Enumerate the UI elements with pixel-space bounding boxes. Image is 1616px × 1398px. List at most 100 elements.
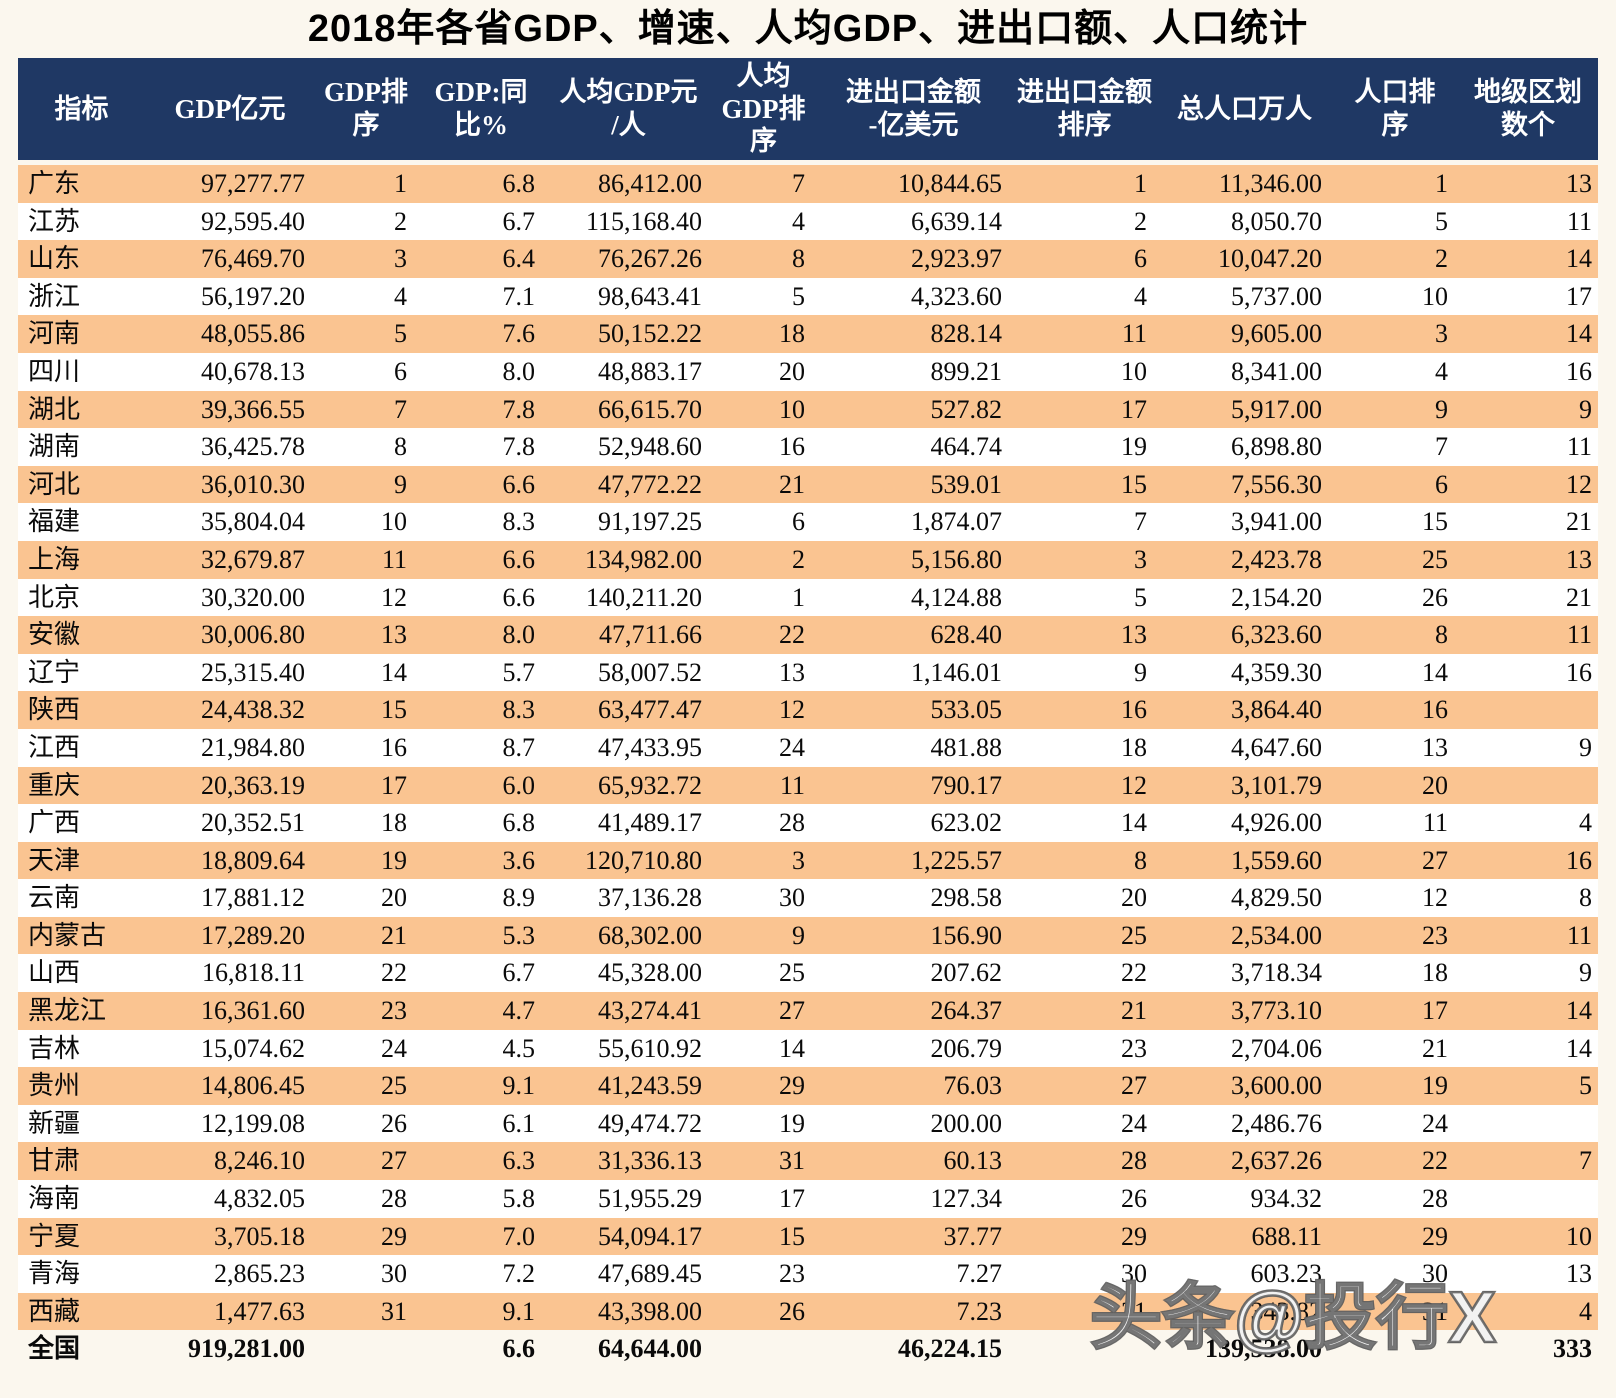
value-cell: 26 — [1012, 1180, 1157, 1218]
value-cell: 18 — [712, 315, 815, 353]
value-cell: 8.9 — [417, 879, 545, 917]
value-cell: 23 — [1012, 1029, 1157, 1068]
value-cell: 115,168.40 — [545, 202, 712, 241]
header-cell: 进出口金额 排序 — [1012, 58, 1157, 163]
value-cell: 14 — [1458, 315, 1598, 353]
value-cell: 25 — [1332, 540, 1458, 579]
value-cell: 2,486.76 — [1157, 1104, 1332, 1143]
value-cell — [315, 1330, 417, 1368]
value-cell: 68,302.00 — [545, 916, 712, 955]
value-cell: 134,982.00 — [545, 540, 712, 579]
province-cell: 河北 — [18, 465, 145, 504]
value-cell: 86,412.00 — [545, 162, 712, 203]
value-cell: 6 — [1332, 465, 1458, 504]
value-cell: 8 — [1012, 841, 1157, 880]
value-cell: 17 — [1012, 390, 1157, 429]
value-cell: 76,267.26 — [545, 240, 712, 278]
value-cell: 139,538.00 — [1157, 1330, 1332, 1368]
value-cell: 5,917.00 — [1157, 390, 1332, 429]
value-cell: 1 — [315, 162, 417, 203]
header-cell: 总人口万人 — [1157, 58, 1332, 163]
value-cell: 14 — [315, 653, 417, 692]
value-cell: 9 — [1012, 653, 1157, 692]
table-row: 陕西 24,438.32 15 8.3 63,477.47 12 533.05 16 3,864… — [18, 691, 1598, 729]
page-title: 2018年各省GDP、增速、人均GDP、进出口额、人口统计 — [307, 8, 1309, 50]
province-cell: 上海 — [18, 540, 145, 579]
value-cell — [1332, 1330, 1458, 1368]
province-cell: 重庆 — [18, 766, 145, 805]
value-cell: 4,359.30 — [1157, 653, 1332, 692]
value-cell: 3,600.00 — [1157, 1067, 1332, 1105]
table-row: 广东 97,277.77 1 6.8 86,412.00 7 10,844.65 1 11,34… — [18, 162, 1598, 203]
value-cell: 628.40 — [815, 616, 1012, 654]
value-cell: 343.82 — [1157, 1292, 1332, 1331]
header-cell: 进出口金额 -亿美元 — [815, 58, 1012, 163]
value-cell: 92,595.40 — [145, 202, 315, 241]
header-cell: GDP排 序 — [315, 58, 417, 163]
value-cell: 8,341.00 — [1157, 352, 1332, 391]
value-cell: 11 — [712, 766, 815, 805]
value-cell: 30,006.80 — [145, 616, 315, 654]
table-row: 河南 48,055.86 5 7.6 50,152.22 18 828.14 11 9,605.… — [18, 315, 1598, 353]
value-cell: 24 — [315, 1029, 417, 1068]
table-row: 福建 35,804.04 10 8.3 91,197.25 6 1,874.07 7 3,941… — [18, 503, 1598, 541]
value-cell: 11 — [1458, 616, 1598, 654]
value-cell: 63,477.47 — [545, 691, 712, 729]
value-cell: 26 — [315, 1104, 417, 1143]
header-row: 指标 GDP亿元 GDP排 序 GDP:同 比% 人均GDP元 /人 人均 GDP排 序进… — [18, 58, 1598, 163]
value-cell: 26 — [1332, 578, 1458, 617]
value-cell: 32,679.87 — [145, 540, 315, 579]
value-cell: 66,615.70 — [545, 390, 712, 429]
value-cell: 22 — [712, 616, 815, 654]
province-cell: 云南 — [18, 879, 145, 917]
value-cell: 11 — [315, 540, 417, 579]
value-cell: 2 — [1332, 240, 1458, 278]
value-cell: 60.13 — [815, 1142, 1012, 1181]
value-cell: 7.2 — [417, 1255, 545, 1293]
value-cell: 15 — [1012, 465, 1157, 504]
value-cell: 6.6 — [417, 578, 545, 617]
value-cell: 7.8 — [417, 428, 545, 466]
value-cell: 15 — [712, 1217, 815, 1256]
value-cell: 4 — [1332, 352, 1458, 391]
value-cell: 13 — [1458, 1255, 1598, 1293]
header-cell: 指标 — [18, 58, 145, 163]
value-cell: 8 — [712, 240, 815, 278]
value-cell: 54,094.17 — [545, 1217, 712, 1256]
value-cell: 10 — [1012, 352, 1157, 391]
value-cell: 1,874.07 — [815, 503, 1012, 541]
header-cell: GDP亿元 — [145, 58, 315, 163]
value-cell: 11 — [1458, 428, 1598, 466]
value-cell: 6.3 — [417, 1142, 545, 1181]
table-row: 山西 16,818.11 22 6.7 45,328.00 25 207.62 22 3,718… — [18, 954, 1598, 993]
value-cell: 7 — [712, 162, 815, 203]
table-row: 青海 2,865.23 30 7.2 47,689.45 23 7.27 30 603.23 30… — [18, 1255, 1598, 1293]
table-row: 辽宁 25,315.40 14 5.7 58,007.52 13 1,146.01 9 4,35… — [18, 653, 1598, 692]
value-cell: 7.6 — [417, 315, 545, 353]
value-cell: 14 — [1458, 992, 1598, 1030]
value-cell: 8.7 — [417, 728, 545, 767]
value-cell: 8 — [315, 428, 417, 466]
value-cell: 1,225.57 — [815, 841, 1012, 880]
value-cell: 12,199.08 — [145, 1104, 315, 1143]
value-cell: 264.37 — [815, 992, 1012, 1030]
value-cell: 20 — [712, 352, 815, 391]
value-cell: 533.05 — [815, 691, 1012, 729]
value-cell: 10 — [1458, 1217, 1598, 1256]
value-cell — [1458, 1104, 1598, 1143]
stats-table: 指标 GDP亿元 GDP排 序 GDP:同 比% 人均GDP元 /人 人均 GDP排 序进… — [18, 58, 1598, 1368]
value-cell: 16 — [1012, 691, 1157, 729]
value-cell: 10 — [1332, 277, 1458, 316]
province-cell: 江苏 — [18, 202, 145, 241]
value-cell: 19 — [315, 841, 417, 880]
table-row: 内蒙古 17,289.20 21 5.3 68,302.00 9 156.90 25 2,534… — [18, 916, 1598, 955]
value-cell — [1458, 691, 1598, 729]
value-cell: 206.79 — [815, 1029, 1012, 1068]
table-row: 全国 919,281.00 6.6 64,644.00 46,224.15 139,538… — [18, 1330, 1598, 1368]
table-row: 湖南 36,425.78 8 7.8 52,948.60 16 464.74 19 6,898.… — [18, 428, 1598, 466]
value-cell: 7 — [1458, 1142, 1598, 1181]
value-cell: 17 — [315, 766, 417, 805]
table-row: 江西 21,984.80 16 8.7 47,433.95 24 481.88 18 4,647… — [18, 728, 1598, 767]
value-cell: 29 — [712, 1067, 815, 1105]
value-cell: 47,433.95 — [545, 728, 712, 767]
